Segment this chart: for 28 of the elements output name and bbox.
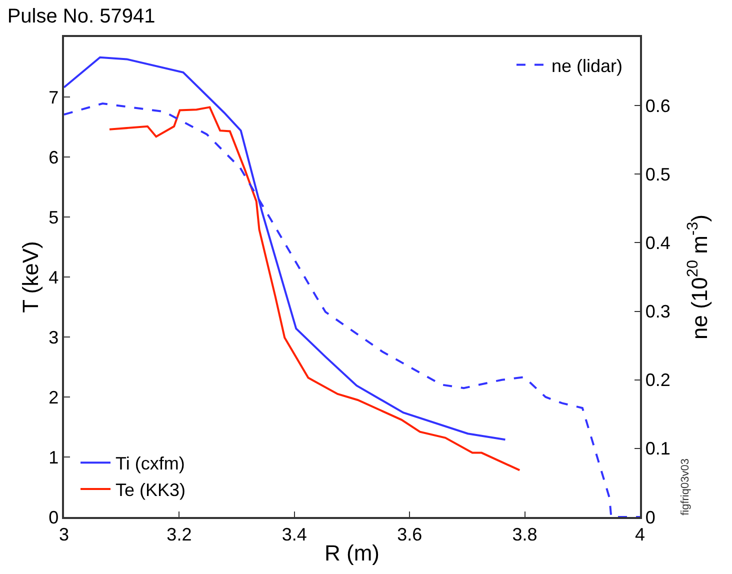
x-tick-label: 3.2 (166, 524, 192, 544)
y-axis-title: T (keV) (18, 241, 43, 313)
x-tick-label: 3.8 (512, 524, 538, 544)
legend-label: Te (KK3) (116, 480, 186, 500)
y2-tick-label: 0.5 (645, 164, 670, 184)
x-tick-label: 3.6 (397, 524, 422, 544)
x-tick-label: 3.4 (282, 524, 307, 544)
y2-tick-label: 0.4 (645, 233, 670, 254)
y-tick-label: 2 (48, 387, 59, 408)
line-series (108, 106, 521, 472)
y-tick-label: 7 (48, 87, 59, 108)
legend-label: ne (lidar) (551, 56, 623, 76)
y-tick-label: 6 (48, 147, 59, 168)
y-tick-label: 3 (48, 327, 59, 348)
y2-tick-label: 0.1 (645, 438, 670, 459)
y-tick-label: 5 (48, 207, 59, 228)
y2-tick-label: 0.2 (645, 370, 670, 390)
y-tick-label: 0 (48, 507, 59, 528)
y-tick-label: 1 (48, 447, 59, 468)
x-axis-title: R (m) (324, 540, 380, 566)
y2-tick-label: 0.3 (645, 302, 670, 322)
text: figfriq03v03 (679, 458, 692, 516)
chart-title: Pulse No. 57941 (7, 6, 156, 28)
y-tick-label: 4 (48, 267, 59, 288)
legend-label: Ti (cxfm) (116, 454, 185, 474)
x-tick-label: 4 (634, 524, 646, 544)
y2-tick-label: 0 (645, 507, 656, 528)
y2-tick-label: 0.6 (645, 96, 670, 116)
